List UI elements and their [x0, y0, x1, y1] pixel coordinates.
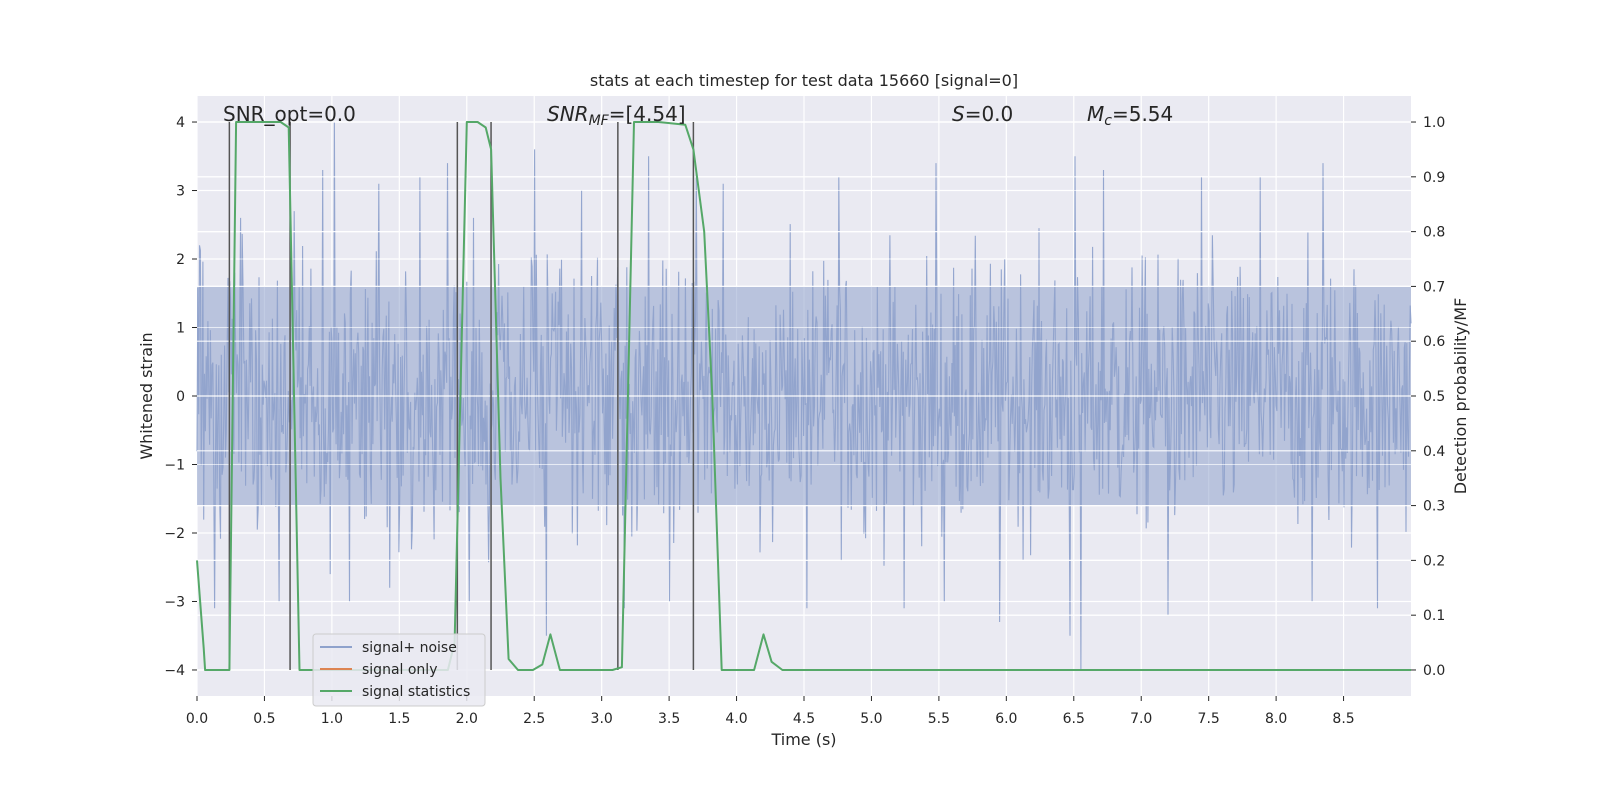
- annotation-snr-mf-value: =[4.54]: [609, 102, 686, 126]
- right-tick-label: 1.0: [1423, 115, 1445, 131]
- annotation-mc-value: =5.54: [1112, 102, 1173, 126]
- x-tick-label: 8.0: [1265, 711, 1287, 727]
- x-tick-label: 5.0: [860, 711, 882, 727]
- x-tick-label: 5.5: [928, 711, 950, 727]
- y-tick-label: −4: [164, 663, 185, 679]
- right-tick-label: 0.1: [1423, 608, 1445, 624]
- y-axis-label: Whitened strain: [137, 332, 156, 459]
- y-tick-label: 0: [176, 389, 185, 405]
- annotation-mc: Mc=5.54: [1087, 102, 1173, 129]
- annotation-s-value: =0.0: [965, 102, 1014, 126]
- x-tick-label: 6.5: [1063, 711, 1085, 727]
- legend-label-signal-only: signal only: [362, 662, 437, 678]
- right-tick-label: 0.8: [1423, 225, 1445, 241]
- chart-title: stats at each timestep for test data 156…: [590, 71, 1018, 90]
- signal-statistics-series: [196, 121, 1411, 671]
- right-tick-label: 0.5: [1423, 389, 1445, 405]
- x-tick-label: 7.5: [1198, 711, 1220, 727]
- legend: signal+ noise signal only signal statist…: [312, 633, 486, 707]
- annotation-snr-opt: SNR_opt=0.0: [223, 102, 356, 126]
- annotation-s-label: S: [952, 102, 965, 126]
- annotation-mc-label: M: [1087, 102, 1104, 126]
- y-tick-label: 3: [176, 184, 185, 200]
- annotation-s: S=0.0: [952, 102, 1013, 126]
- y-tick-label: −1: [164, 457, 185, 473]
- signal-plus-noise-series: [196, 121, 1412, 671]
- x-tick-label: 3.0: [591, 711, 613, 727]
- right-tick-label: 0.3: [1423, 499, 1445, 515]
- right-tick-label: 0.7: [1423, 279, 1445, 295]
- legend-label-signal-statistics: signal statistics: [362, 684, 470, 700]
- right-tick-label: 0.6: [1423, 334, 1445, 350]
- x-tick-label: 1.5: [388, 711, 410, 727]
- x-tick-label: 2.0: [456, 711, 478, 727]
- annotation-snr-mf-label: SNR: [547, 102, 589, 126]
- x-tick-label: 4.0: [725, 711, 747, 727]
- y-tick-label: 4: [176, 115, 185, 131]
- y-tick-label: −2: [164, 526, 185, 542]
- x-tick-label: 7.0: [1130, 711, 1152, 727]
- right-tick-label: 0.4: [1423, 444, 1445, 460]
- y-tick-label: −3: [164, 594, 185, 610]
- y-tick-label: 1: [176, 321, 185, 337]
- right-tick-label: 0.9: [1423, 170, 1445, 186]
- x-tick-label: 0.5: [253, 711, 275, 727]
- right-axis-ticks: 0.0 0.1 0.2 0.3 0.4 0.5 0.6 0.7 0.8 0.9 1.0: [1411, 115, 1445, 679]
- x-tick-label: 4.5: [793, 711, 815, 727]
- x-tick-label: 0.0: [186, 711, 208, 727]
- annotation-snr-mf: SNRMF=[4.54]: [547, 102, 686, 129]
- x-axis-label: Time (s): [770, 730, 836, 749]
- x-axis-ticks: 0.0 0.5 1.0 1.5 2.0 2.5 3.0 3.5 4.0 4.5 5.0 5.5 6.0 6…: [186, 696, 1355, 727]
- x-tick-label: 2.5: [523, 711, 545, 727]
- x-tick-label: 8.5: [1332, 711, 1354, 727]
- y-axis-ticks: −4 −3 −2 −1 0 1 2 3 4: [164, 115, 197, 679]
- legend-label-signal-plus-noise: signal+ noise: [362, 640, 457, 656]
- x-tick-label: 6.0: [995, 711, 1017, 727]
- x-tick-label: 3.5: [658, 711, 680, 727]
- annotation-snr-mf-sub: MF: [589, 113, 610, 129]
- right-tick-label: 0.0: [1423, 663, 1445, 679]
- right-tick-label: 0.2: [1423, 553, 1445, 569]
- y-tick-label: 2: [176, 252, 185, 268]
- x-tick-label: 1.0: [321, 711, 343, 727]
- legend-box: [312, 633, 486, 707]
- right-axis-label: Detection probability/MF: [1451, 298, 1470, 495]
- annotation-mc-sub: c: [1104, 113, 1112, 129]
- signal-statistics-line: [196, 121, 1411, 671]
